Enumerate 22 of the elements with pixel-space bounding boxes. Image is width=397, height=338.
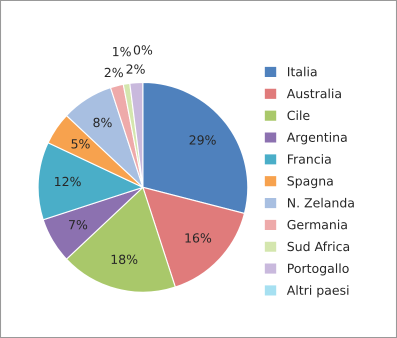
legend-label: Sud Africa (288, 242, 350, 252)
data-label: 16% (185, 233, 212, 243)
legend-label: Germania (287, 220, 347, 230)
data-label: 1% (113, 46, 131, 56)
legend-label: Spagna (288, 176, 333, 188)
legend-label: Altri paesi (286, 285, 348, 298)
data-label: 2% (104, 68, 123, 78)
data-label: 29% (190, 135, 216, 145)
legend-label: Australia (286, 88, 341, 98)
legend-label: Cile (287, 110, 310, 120)
data-label: 5% (72, 139, 90, 149)
data-label: 2% (126, 64, 145, 74)
legend-label: Argentina (286, 132, 347, 144)
data-label: 8% (93, 118, 112, 128)
legend-label: Francia (288, 154, 331, 164)
legend-label: N. Zelanda (288, 198, 354, 208)
legend-label: Portogallo (288, 263, 349, 276)
legend-label: Italia (288, 66, 316, 76)
text: 0% (134, 45, 152, 55)
data-label: 7% (69, 220, 88, 230)
data-label: 12% (55, 176, 81, 186)
data-label: 18% (112, 254, 138, 264)
